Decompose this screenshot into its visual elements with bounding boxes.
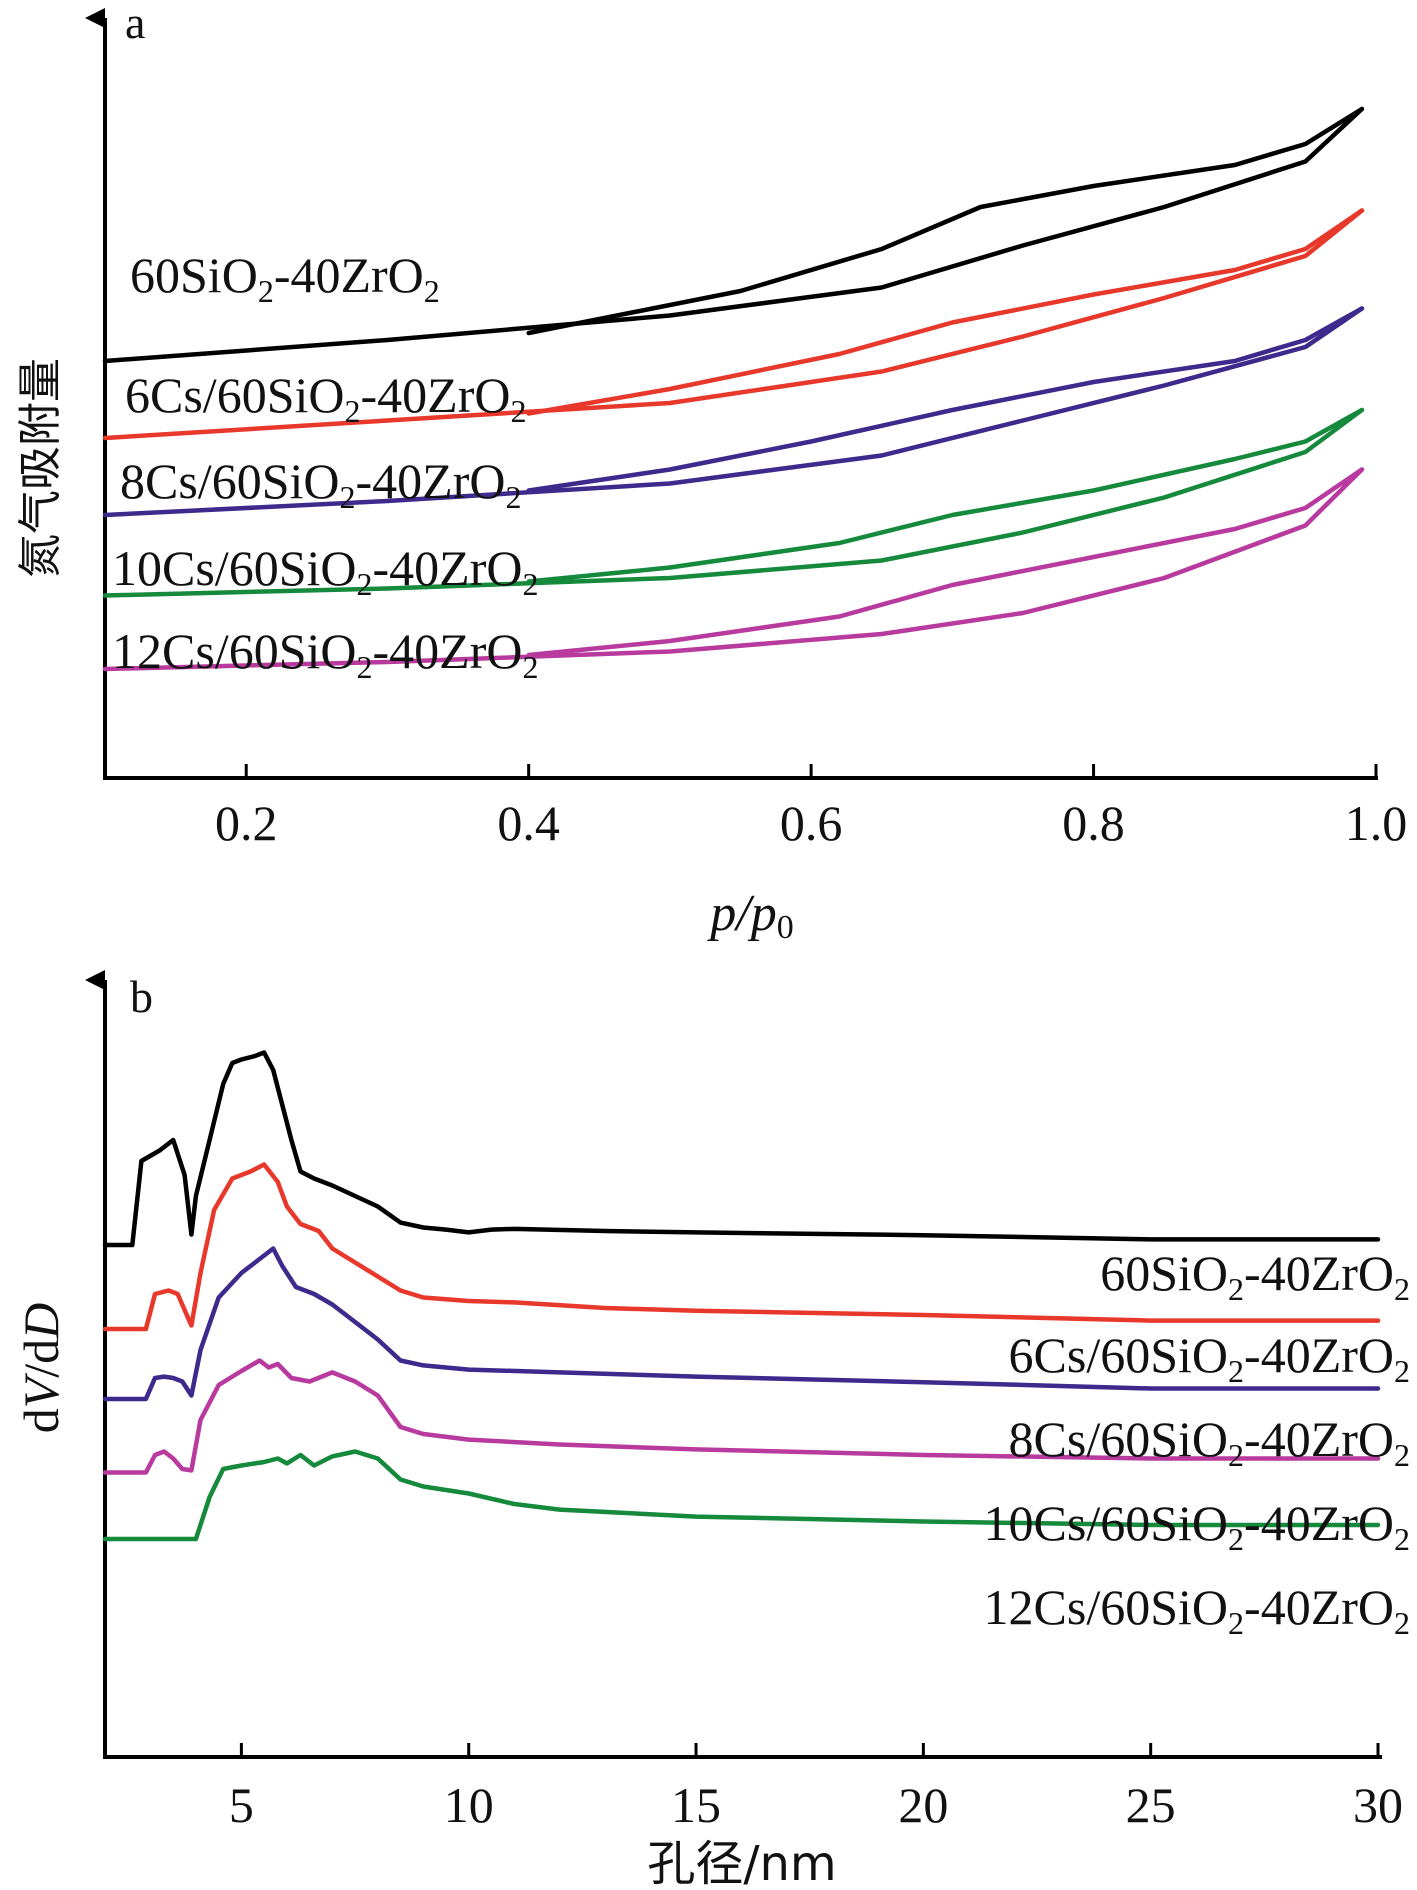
panel-b-curves	[102, 1050, 1381, 1542]
panel-b-pore-distribution-chart: b 5 10 15 20 25 30 60SiO2-40ZrO2 6Cs/60SiO2-40…	[13, 970, 1410, 1890]
panel-b-series-line	[102, 1449, 1381, 1542]
panel-b-x-tick-label: 15	[671, 1777, 721, 1833]
panel-b-x-ticks: 5 10 15 20 25 30	[229, 1743, 1403, 1833]
panel-a-x-tick-label: 0.2	[215, 795, 278, 851]
panel-a-desorption-line	[526, 407, 1365, 584]
panel-b-series-label: 8Cs/60SiO2-40ZrO2	[1009, 1411, 1410, 1473]
panel-b-y-axis-label: dV/dD	[13, 1303, 69, 1434]
panel-a-series-label: 6Cs/60SiO2-40ZrO2	[125, 367, 526, 429]
panel-a-x-ticks: 0.2 0.4 0.6 0.8 1.0	[215, 764, 1407, 851]
panel-b-x-tick-label: 10	[444, 1777, 494, 1833]
panel-b-series-line	[102, 1050, 1381, 1248]
panel-a-series-label: 12Cs/60SiO2-40ZrO2	[112, 623, 538, 685]
panel-a-series-label: 10Cs/60SiO2-40ZrO2	[112, 540, 538, 602]
panel-a-desorption-line	[526, 306, 1365, 493]
panel-a-curves	[102, 106, 1365, 672]
panel-b-series-line	[102, 1162, 1381, 1332]
panel-a-x-tick-label: 0.8	[1062, 795, 1125, 851]
panel-a-y-axis-label: 氮气吸附量	[15, 358, 66, 578]
panel-a-x-axis-label-sub: 0	[777, 909, 794, 946]
panel-b-series-label: 12Cs/60SiO2-40ZrO2	[984, 1579, 1410, 1641]
panel-a-desorption-line	[526, 106, 1365, 336]
panel-b-series-label: 6Cs/60SiO2-40ZrO2	[1009, 1327, 1410, 1389]
panel-a-adsorption-line	[102, 407, 1365, 598]
panel-b-x-tick-label: 30	[1353, 1777, 1403, 1833]
panel-a-x-axis-label-main: p/p	[706, 885, 776, 942]
panel-a-series-label: 60SiO2-40ZrO2	[130, 247, 440, 309]
panel-a-desorption-line	[526, 208, 1365, 416]
panel-a-x-tick-label: 0.6	[780, 795, 843, 851]
panel-b-x-tick-label: 5	[229, 1777, 254, 1833]
panel-a-series-labels: 60SiO2-40ZrO2 6Cs/60SiO2-40ZrO2 8Cs/60SiO2…	[112, 247, 538, 685]
panel-a-isotherm-chart: a 0.2 0.4 0.6 0.8 1.0 60SiO2-40ZrO2 6Cs/60SiO…	[15, 0, 1407, 946]
panel-a-adsorption-line	[102, 306, 1365, 518]
panel-b-series-labels: 60SiO2-40ZrO2 6Cs/60SiO2-40ZrO2 8Cs/60SiO2…	[984, 1245, 1410, 1641]
panel-a-series-label: 8Cs/60SiO2-40ZrO2	[120, 453, 521, 515]
panel-a-x-tick-label: 1.0	[1345, 795, 1408, 851]
panel-b-x-tick-label: 25	[1126, 1777, 1176, 1833]
panel-a-adsorption-line	[102, 208, 1365, 441]
panel-b-series-line	[102, 1246, 1381, 1402]
panel-a-x-axis-label: p/p0	[706, 885, 793, 946]
panel-a-adsorption-line	[102, 106, 1365, 364]
panel-b-letter: b	[130, 971, 153, 1022]
panel-b-series-label: 10Cs/60SiO2-40ZrO2	[984, 1495, 1410, 1557]
panel-a-letter: a	[125, 0, 145, 48]
panel-b-series-label: 60SiO2-40ZrO2	[1100, 1245, 1410, 1307]
panel-a-x-tick-label: 0.4	[497, 795, 560, 851]
panel-b-x-tick-label: 20	[898, 1777, 948, 1833]
panel-b-series-line	[102, 1358, 1381, 1475]
panel-a-adsorption-line	[102, 467, 1365, 672]
panel-a-desorption-line	[526, 467, 1365, 658]
panel-b-x-axis-label: 孔径/nm	[647, 1836, 836, 1890]
